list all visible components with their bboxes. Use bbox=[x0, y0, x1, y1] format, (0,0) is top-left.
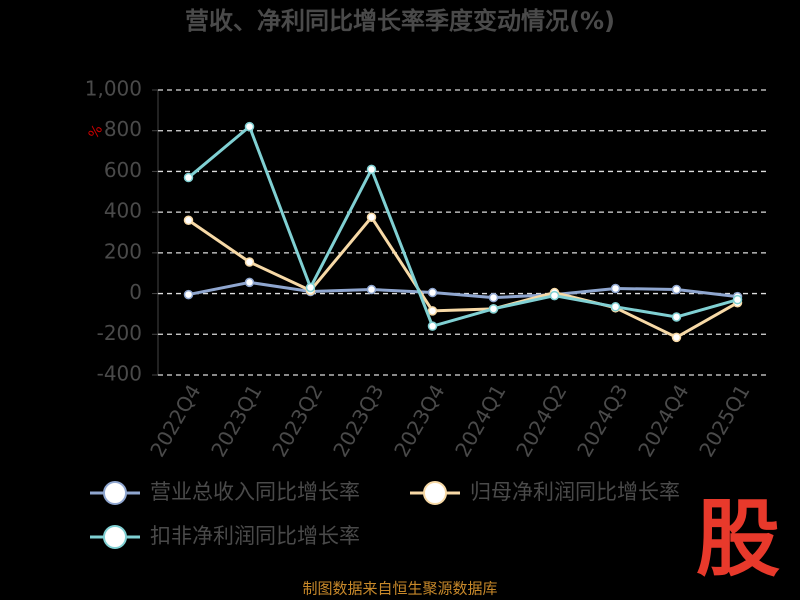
source-note: 制图数据来自恒生聚源数据库 bbox=[302, 580, 497, 598]
data-point bbox=[366, 212, 377, 222]
data-point bbox=[244, 277, 255, 288]
y-tick-label: 200 bbox=[104, 239, 142, 263]
y-tick-label: 1,000 bbox=[85, 77, 142, 101]
legend-marker bbox=[103, 525, 127, 549]
data-point bbox=[549, 290, 560, 301]
data-point bbox=[366, 164, 377, 175]
data-point bbox=[366, 284, 377, 295]
data-point bbox=[244, 257, 255, 267]
y-tick-label: -400 bbox=[97, 362, 142, 386]
y-tick-label: 600 bbox=[104, 158, 142, 182]
data-point bbox=[610, 283, 621, 294]
data-point bbox=[488, 304, 499, 314]
legend-marker bbox=[423, 481, 447, 505]
data-point bbox=[183, 172, 194, 183]
y-tick-label: 0 bbox=[129, 280, 142, 304]
data-point bbox=[610, 302, 621, 312]
logo: 股 bbox=[696, 490, 780, 588]
chart-title: 营收、净利同比增长率季度变动情况(%) bbox=[185, 7, 615, 35]
data-point bbox=[671, 332, 682, 343]
data-point bbox=[427, 321, 438, 331]
data-point bbox=[305, 282, 316, 293]
data-point bbox=[244, 121, 255, 132]
legend-label: 归母净利润同比增长率 bbox=[470, 480, 680, 504]
data-point bbox=[488, 292, 499, 303]
series-line bbox=[187, 124, 738, 328]
series-line bbox=[187, 214, 739, 340]
data-point bbox=[427, 287, 438, 298]
data-point bbox=[183, 215, 194, 226]
legend-marker bbox=[103, 481, 127, 505]
data-point bbox=[427, 306, 438, 316]
y-tick-label: 400 bbox=[104, 199, 142, 223]
data-point bbox=[732, 294, 743, 305]
legend-label: 营业总收入同比增长率 bbox=[150, 480, 360, 504]
series-line bbox=[188, 280, 738, 300]
y-tick-label: 800 bbox=[104, 117, 142, 141]
legend-label: 扣非净利润同比增长率 bbox=[150, 524, 360, 548]
data-point bbox=[671, 284, 682, 295]
y-tick-label: -200 bbox=[97, 321, 142, 345]
data-point bbox=[671, 312, 682, 322]
data-point bbox=[183, 289, 194, 300]
